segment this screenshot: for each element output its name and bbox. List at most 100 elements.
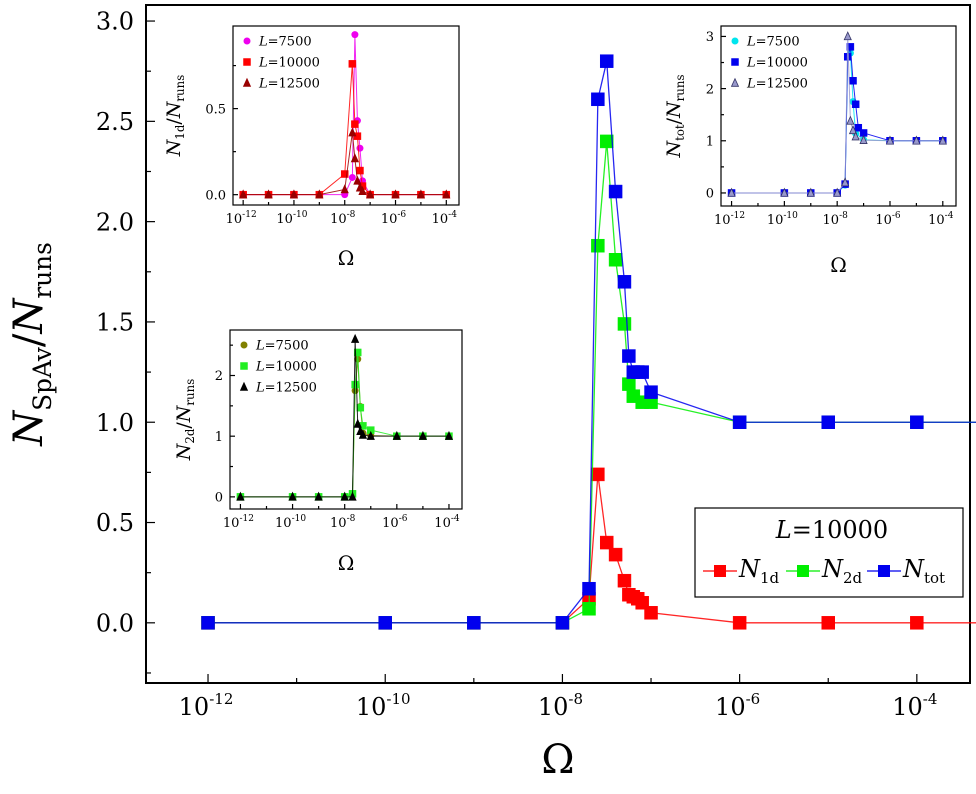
data-point xyxy=(418,430,428,440)
data-point xyxy=(821,415,835,429)
x-tick-label: 10-4 xyxy=(434,514,460,531)
data-point xyxy=(314,491,323,501)
legend-title: L=10000 xyxy=(775,516,888,544)
data-point xyxy=(366,189,375,199)
data-point xyxy=(833,187,842,197)
x-tick-label: 10-8 xyxy=(330,514,356,531)
data-point xyxy=(351,120,359,128)
y-ticks-inset_2d: 0 1 2 xyxy=(215,344,235,506)
legend-inset_1d: L=7500 L=10000 L=12500 xyxy=(242,35,320,92)
data-point xyxy=(617,573,632,588)
data-point xyxy=(289,189,299,199)
data-point xyxy=(910,616,924,630)
legend-label: L=12500 xyxy=(255,381,317,396)
legend-marker xyxy=(240,341,248,349)
data-point xyxy=(617,275,632,289)
data-point xyxy=(353,348,362,357)
series-inset_2d-2 xyxy=(236,333,454,501)
data-point xyxy=(732,415,747,429)
data-point xyxy=(780,187,789,197)
data-point xyxy=(353,418,362,428)
x-axis-label-main: Ω xyxy=(541,737,574,783)
data-point xyxy=(859,134,868,144)
data-point xyxy=(599,535,614,550)
data-point xyxy=(599,134,614,149)
data-point xyxy=(236,491,245,501)
legend-marker xyxy=(797,565,809,577)
x-tick-label: 10-6 xyxy=(381,210,407,227)
y-tick-label: 0 xyxy=(706,187,714,202)
data-point xyxy=(910,415,924,429)
legend-marker xyxy=(242,77,252,87)
data-point xyxy=(582,602,596,616)
panel-inset_tot: 10-12 10-10 10-8 10-6 10-4 0 1 2 3 Ω Ntot/Nruns L=7… xyxy=(663,25,957,277)
data-point xyxy=(843,31,852,41)
data-point xyxy=(608,184,623,199)
x-tick-label: 10-8 xyxy=(330,210,356,227)
data-point xyxy=(340,184,349,194)
data-point xyxy=(732,616,747,630)
data-point xyxy=(351,31,359,39)
data-point xyxy=(340,170,349,178)
x-ticks-inset_1d: 10-12 10-10 10-8 10-6 10-4 xyxy=(226,200,458,227)
legend-inset_tot: L=7500 L=10000 L=12500 xyxy=(730,35,808,92)
y-tick-label: 1.0 xyxy=(96,409,134,437)
data-point xyxy=(442,189,451,199)
data-point xyxy=(806,187,815,197)
x-tick-label: 10-8 xyxy=(538,690,583,721)
data-point xyxy=(840,177,850,187)
data-point xyxy=(348,60,357,68)
legend-marker xyxy=(731,37,739,45)
data-point xyxy=(821,616,835,630)
y-tick-label: 1 xyxy=(215,430,223,445)
x-tick-label: 10-4 xyxy=(928,211,954,228)
y-axis-label-inset_1d: N1d/Nruns xyxy=(163,75,187,158)
x-tick-label: 10-12 xyxy=(223,514,254,531)
x-ticks-inset_2d: 10-12 10-10 10-8 10-6 10-4 xyxy=(223,504,460,531)
data-point xyxy=(356,144,364,152)
main-legend: L=10000 N1d N2d Ntot xyxy=(694,507,964,598)
data-point xyxy=(358,185,367,195)
data-point xyxy=(351,333,360,343)
panel-inset_1d: 10-12 10-10 10-8 10-6 10-4 0.0 0.5 Ω N1d/Nruns L=… xyxy=(163,25,460,270)
series-line xyxy=(208,61,976,624)
data-point xyxy=(885,135,895,145)
legend-marker xyxy=(730,77,740,87)
data-point xyxy=(444,430,454,440)
data-point xyxy=(351,380,359,389)
data-point xyxy=(591,238,605,253)
x-axis-label-inset_tot: Ω xyxy=(830,253,847,277)
data-point xyxy=(582,581,596,596)
data-point xyxy=(358,429,368,439)
y-tick-label: 2.5 xyxy=(96,108,134,136)
legend-label: L=7500 xyxy=(258,35,312,50)
x-tick-label: 10-4 xyxy=(432,210,458,227)
data-point xyxy=(350,153,360,163)
data-point xyxy=(599,54,614,68)
legend-inset_2d: L=7500 L=10000 L=12500 xyxy=(239,339,317,396)
plot-frame-inset_2d xyxy=(229,329,463,510)
data-point xyxy=(622,377,636,391)
y-tick-label: 1.5 xyxy=(96,309,134,337)
x-axis-label-inset_2d: Ω xyxy=(338,551,355,575)
legend-label: L=10000 xyxy=(255,360,317,375)
data-point xyxy=(239,189,248,199)
data-point xyxy=(644,606,658,620)
data-point xyxy=(416,189,426,199)
x-tick-label: 10-10 xyxy=(767,211,798,228)
legend-label: L=10000 xyxy=(746,56,808,71)
x-tick-label: 10-10 xyxy=(275,514,306,531)
y-tick-label: 0.5 xyxy=(205,102,226,117)
data-point xyxy=(635,365,649,379)
data-point xyxy=(467,616,481,630)
data-point xyxy=(356,403,365,412)
data-point xyxy=(851,131,860,141)
series-line xyxy=(243,132,447,196)
legend-label: Ntot xyxy=(902,555,945,587)
y-tick-label: 3.0 xyxy=(96,8,134,36)
y-ticks-main: 0.0 0.5 1.0 1.5 2.0 2.5 3.0 xyxy=(96,8,155,674)
data-point xyxy=(622,349,636,363)
y-tick-label: 0.5 xyxy=(96,509,134,537)
legend-label: N2d xyxy=(821,555,863,587)
